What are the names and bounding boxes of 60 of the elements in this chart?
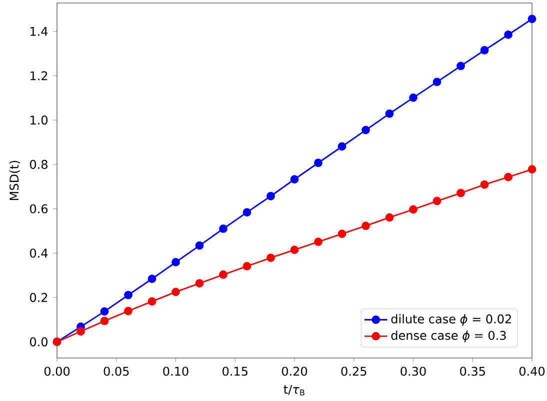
point xyxy=(504,172,512,182)
point xyxy=(409,205,418,214)
point xyxy=(338,230,346,238)
point xyxy=(148,297,156,306)
point xyxy=(100,316,109,326)
point xyxy=(456,62,465,70)
x-tick-label: 0.20 xyxy=(282,366,308,376)
point xyxy=(195,279,204,288)
point xyxy=(528,14,536,24)
point xyxy=(195,241,204,250)
point xyxy=(314,158,322,168)
x-axis-title: t/τ$_{B}$ xyxy=(284,384,304,396)
point xyxy=(314,238,322,246)
point xyxy=(480,180,489,189)
point xyxy=(290,175,299,184)
point xyxy=(432,196,442,206)
point xyxy=(480,46,489,54)
point xyxy=(242,208,252,217)
point xyxy=(76,327,85,336)
x-tick-label: 0.35 xyxy=(460,366,485,376)
point xyxy=(266,192,275,200)
point xyxy=(100,307,109,316)
point xyxy=(219,270,228,279)
y-tick-label: 0.8 xyxy=(30,160,48,169)
x-tick-label: 0.30 xyxy=(400,366,426,376)
point xyxy=(290,246,299,254)
y-axis-title: MSD(t) xyxy=(9,160,20,200)
point xyxy=(124,290,132,300)
point xyxy=(504,30,512,39)
y-tick-label: 1.0 xyxy=(30,116,48,125)
point xyxy=(172,288,180,296)
point xyxy=(219,224,228,233)
x-tick-label: 0.25 xyxy=(341,366,366,376)
point xyxy=(172,258,180,266)
y-tick-label: 1.4 xyxy=(30,27,48,36)
x-tick-label: 0.10 xyxy=(163,366,188,376)
x-tick-label: 0.15 xyxy=(222,366,248,376)
point xyxy=(338,142,346,151)
x-tick-label: 0.05 xyxy=(104,366,129,376)
point xyxy=(266,254,275,262)
point xyxy=(456,188,465,198)
point xyxy=(432,78,442,86)
y-tick-label: 0.6 xyxy=(30,204,48,214)
legend-label: dense case ϕ = 0.3 xyxy=(391,330,506,342)
point xyxy=(528,165,536,174)
legend-label: dilute case ϕ = 0.02 xyxy=(391,314,511,326)
point xyxy=(148,274,156,284)
x-tick-label: 0.00 xyxy=(44,366,70,376)
y-tick-label: 0.2 xyxy=(30,292,48,302)
point xyxy=(362,126,370,134)
point xyxy=(385,109,394,118)
point xyxy=(124,306,132,316)
y-tick-label: 0.4 xyxy=(30,248,48,258)
point xyxy=(242,262,252,270)
y-tick-label: 1.2 xyxy=(30,71,48,80)
point xyxy=(385,213,394,222)
y-tick-label: 0.0 xyxy=(30,337,48,346)
point xyxy=(362,222,370,230)
x-tick-label: 0.40 xyxy=(519,366,545,376)
point xyxy=(409,93,418,102)
